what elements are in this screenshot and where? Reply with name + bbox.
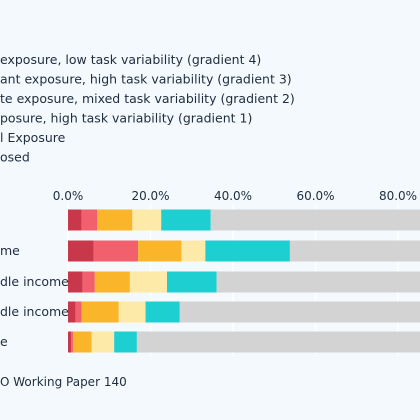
bar-segment [68,271,83,293]
bar-segment [71,331,73,353]
category-label: e [0,334,8,349]
x-tick-label: 80.0% [379,189,417,203]
bar-segment [68,209,82,231]
bar-segment [72,331,92,353]
bar-segment [145,301,180,323]
bar-segment [114,331,137,353]
bar-segment [68,301,76,323]
bar-segment [210,209,420,231]
bar-segment [93,240,139,262]
category-label: dle income [0,274,69,289]
bar-segment [289,240,420,262]
legend-label: ant exposure, high task variability (gra… [0,72,292,87]
bar-segment [205,240,290,262]
bar-segment [138,240,182,262]
bar-segment [97,209,133,231]
x-tick-label: 40.0% [214,189,252,203]
x-tick-label: 60.0% [296,189,334,203]
bar-segment [167,271,217,293]
bar-segment [118,301,146,323]
legend-label: posure, high task variability (gradient … [0,111,252,126]
bar-segment [132,209,162,231]
bar-segment [94,271,130,293]
legend-label: osed [0,150,30,165]
chart-legend: exposure, low task variability (gradient… [0,52,295,165]
bars [68,209,420,353]
category-label: dle income [0,304,69,319]
legend-label: l Exposure [0,130,66,145]
bar-segment [68,331,72,353]
bar-segment [81,209,98,231]
source-note: O Working Paper 140 [0,375,127,389]
bar-segment [179,301,420,323]
bar-segment [75,301,82,323]
bar-segment [181,240,206,262]
bar-segment [82,271,95,293]
legend-label: exposure, low task variability (gradient… [0,52,261,67]
bar-segment [216,271,420,293]
category-labels: me dle income dle income e [0,243,69,349]
x-tick-label: 20.0% [131,189,169,203]
bar-segment [136,331,420,353]
legend-label: te exposure, mixed task variability (gra… [0,91,295,106]
category-label: me [0,243,20,258]
bar-segment [91,331,115,353]
bar-segment [68,240,94,262]
bar-segment [129,271,167,293]
bar-segment [81,301,119,323]
x-tick-label: 0.0% [53,189,84,203]
bar-segment [161,209,211,231]
x-axis-ticks: 0.0% 20.0% 40.0% 60.0% 80.0% [53,189,417,203]
